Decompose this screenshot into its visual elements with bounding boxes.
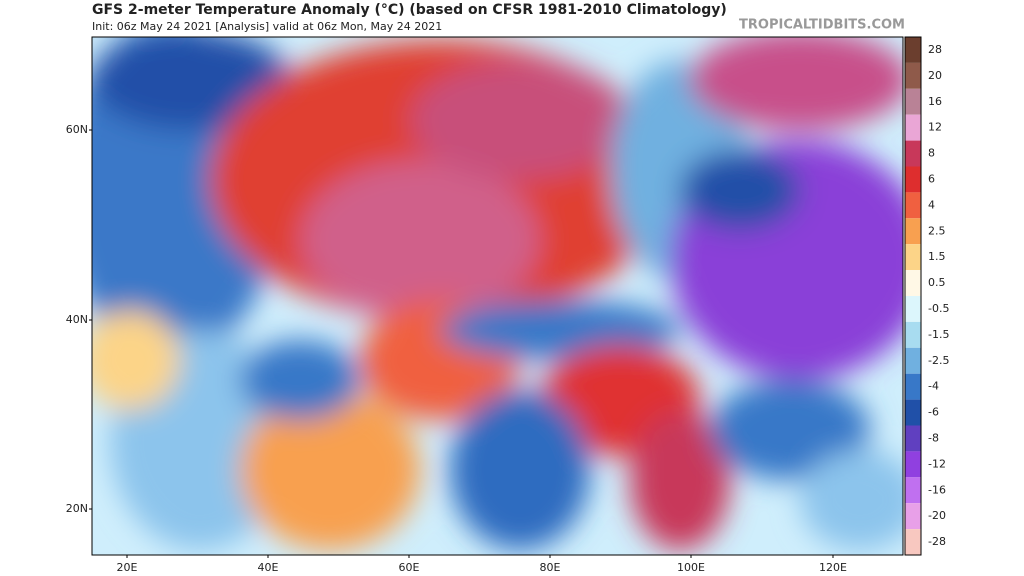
colorbar-swatch (905, 347, 921, 374)
colorbar-label: 1.5 (928, 250, 946, 263)
colorbar-swatch (905, 140, 921, 167)
colorbar-label: 6 (928, 172, 935, 185)
title: GFS 2-meter Temperature Anomaly (°C) (ba… (92, 2, 727, 18)
colorbar-label: -12 (928, 457, 946, 470)
colorbar-label: 4 (928, 198, 935, 211)
colorbar-label: 0.5 (928, 276, 946, 289)
colorbar-label: 12 (928, 121, 942, 134)
colorbar-label: 8 (928, 147, 935, 160)
colorbar-swatch (905, 451, 921, 478)
colorbar-label: 28 (928, 43, 942, 56)
colorbar-swatch (905, 399, 921, 426)
watermark: TROPICALTIDBITS.COM (739, 18, 905, 33)
colorbar-swatch (905, 321, 921, 348)
lon-label: 40E (258, 561, 279, 574)
subtitle: Init: 06z May 24 2021 [Analysis] valid a… (92, 20, 442, 33)
colorbar-label: 2.5 (928, 224, 946, 237)
lat-label: 60N (66, 123, 88, 136)
colorbar-swatch (905, 529, 921, 555)
lon-label: 20E (117, 561, 138, 574)
colorbar-label: -20 (928, 509, 946, 522)
colorbar-swatch (905, 425, 921, 452)
map-frame (91, 36, 904, 556)
colorbar-label: -2.5 (928, 354, 949, 367)
colorbar-swatch (905, 62, 921, 89)
colorbar-label: -28 (928, 535, 946, 548)
lat-label: 40N (66, 313, 88, 326)
colorbar-swatch (905, 37, 921, 63)
colorbar-label: -6 (928, 406, 939, 419)
colorbar-swatch (905, 296, 921, 322)
colorbar-label: -8 (928, 431, 939, 444)
colorbar-swatch (905, 373, 921, 400)
colorbar-label: -0.5 (928, 302, 949, 315)
map-field (92, 37, 903, 555)
colorbar-swatch (905, 477, 921, 504)
colorbar-swatch (905, 114, 921, 141)
lon-label: 60E (399, 561, 420, 574)
lon-label: 80E (540, 561, 561, 574)
colorbar-label: 20 (928, 69, 942, 82)
colorbar-label: 16 (928, 95, 942, 108)
colorbar-swatch (905, 88, 921, 115)
colorbar-swatch (905, 244, 921, 271)
lon-label: 100E (677, 561, 705, 574)
anomaly-shading (92, 37, 903, 550)
lon-label: 120E (819, 561, 847, 574)
colorbar-swatch (905, 218, 921, 245)
lat-label: 20N (66, 502, 88, 515)
colorbar-label: -16 (928, 483, 946, 496)
colorbar-label: -1.5 (928, 328, 949, 341)
colorbar-label: -4 (928, 380, 939, 393)
colorbar-swatch (905, 503, 921, 530)
colorbar-swatch (905, 166, 921, 193)
colorbar-frame (904, 36, 922, 556)
colorbar-swatch (905, 270, 921, 296)
colorbar-swatch (905, 192, 921, 219)
